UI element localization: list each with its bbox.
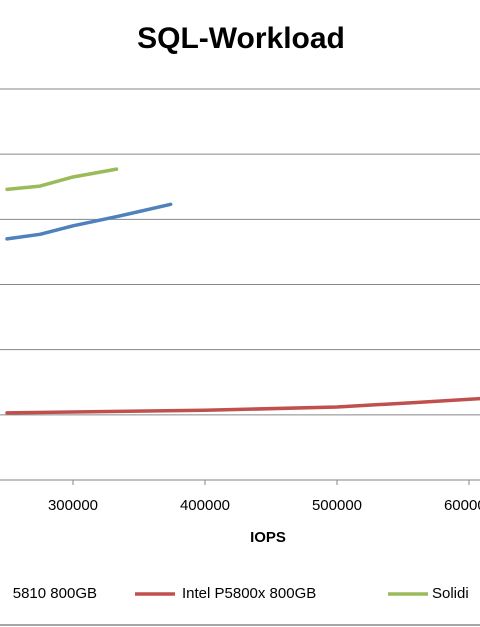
chart-title: SQL-Workload (137, 22, 345, 55)
x-tick-label: 400000 (180, 497, 230, 514)
series-line (5, 167, 119, 192)
legend-label: Solidi (432, 585, 469, 602)
x-tick-label: 600000 (444, 497, 480, 514)
x-tick-label: 300000 (48, 497, 98, 514)
legend-label: Intel P5800x 800GB (182, 585, 316, 602)
legend-label: 5810 800GB (13, 585, 97, 602)
series-line (5, 202, 173, 241)
series-line (5, 396, 480, 415)
x-tick-label: 500000 (312, 497, 362, 514)
x-axis-title: IOPS (250, 529, 286, 546)
